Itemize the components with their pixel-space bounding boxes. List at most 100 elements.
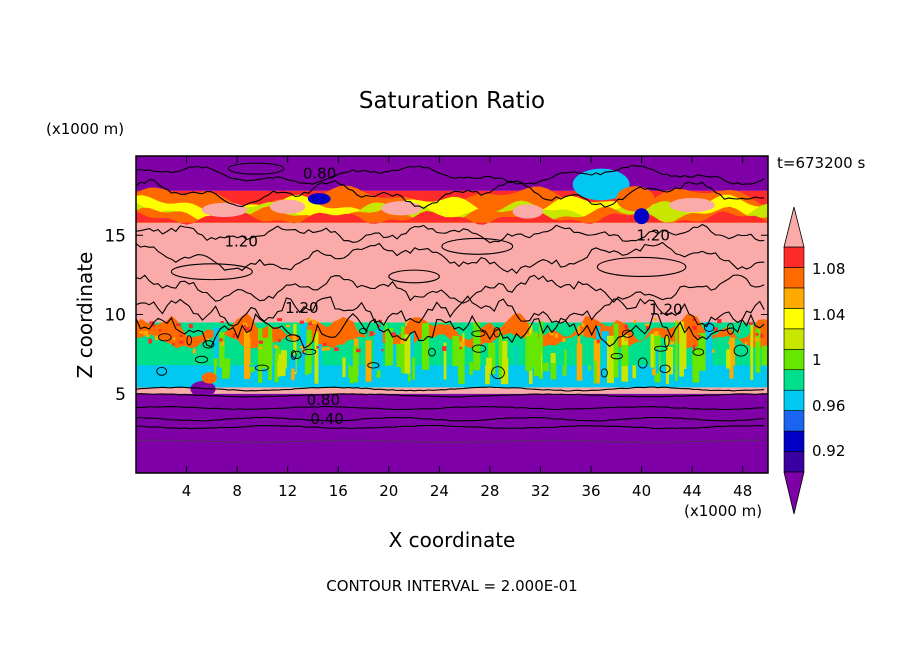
- convective-streak: [729, 337, 735, 366]
- x-axis-ticks: 4 8 12 16 20 24 28 32 36 40 44 48: [182, 156, 752, 500]
- speckle: [581, 323, 585, 328]
- speckle: [654, 331, 659, 336]
- pink-intrusion: [669, 198, 715, 213]
- speckle: [258, 347, 263, 350]
- convective-streak: [278, 354, 286, 377]
- speckle: [369, 331, 374, 336]
- convective-streak: [533, 337, 542, 377]
- convective-streak: [679, 321, 684, 377]
- convective-streak: [289, 354, 296, 373]
- convective-streak: [457, 361, 464, 376]
- pink-intrusion: [269, 199, 306, 214]
- pink-intrusion: [201, 202, 248, 218]
- y-axis-unit: (x1000 m): [46, 120, 125, 138]
- contour-loop-small: [367, 362, 380, 369]
- convective-streak: [243, 330, 250, 379]
- contour-label: 0.80: [307, 391, 340, 409]
- colorbar-tick-label: 1.04: [812, 306, 845, 324]
- speckle: [645, 325, 650, 331]
- orange-pocket: [616, 186, 655, 212]
- convective-streak: [473, 322, 481, 371]
- speckle: [158, 329, 162, 332]
- contour-loop: [441, 237, 514, 255]
- convective-streak: [412, 357, 416, 380]
- speckle: [219, 338, 223, 342]
- cloud-base-pink: [136, 387, 768, 394]
- contour-1.20-mid: [136, 241, 765, 275]
- convective-streak: [268, 325, 273, 380]
- contour-loop-small: [290, 350, 297, 360]
- convective-streak: [593, 339, 601, 384]
- speckle: [692, 345, 696, 350]
- speckle: [278, 338, 281, 343]
- convective-streak: [293, 323, 297, 375]
- convective-streak: [410, 332, 414, 376]
- contour-loop-small: [471, 344, 487, 353]
- convective-streak: [750, 324, 754, 380]
- speckle: [154, 335, 160, 341]
- contour-0.80-upper: [136, 164, 765, 186]
- convective-streak: [224, 358, 231, 374]
- convective-streak: [613, 323, 619, 378]
- y-tick-label: 10: [104, 306, 126, 326]
- speckle: [322, 342, 327, 346]
- x-tick-label: 48: [733, 482, 752, 500]
- speckle: [321, 347, 326, 351]
- speckle: [285, 324, 290, 328]
- y-tick-label: 15: [104, 226, 126, 246]
- x-axis-unit: (x1000 m): [684, 502, 763, 520]
- speckle: [221, 341, 225, 346]
- speckle: [459, 341, 464, 345]
- speckle: [299, 345, 305, 349]
- speckle: [403, 338, 407, 341]
- cyan-pocket: [572, 168, 630, 201]
- speckle: [526, 334, 531, 337]
- convective-streak: [550, 363, 557, 380]
- colorbar-swatch: [783, 451, 805, 473]
- convective-streak: [666, 346, 674, 375]
- convective-streak: [588, 365, 591, 371]
- speckle: [461, 342, 465, 348]
- contour-1.00-upper: [136, 179, 765, 209]
- convective-streak: [652, 368, 656, 376]
- contour-interval-note: CONTOUR INTERVAL = 2.000E-01: [326, 577, 578, 595]
- y-tick-label: 5: [115, 385, 126, 405]
- contour-loop-small: [493, 327, 501, 338]
- convective-streak: [655, 348, 659, 374]
- speckle: [149, 321, 154, 324]
- contour-loop-small: [733, 344, 749, 357]
- contour-loop-small: [703, 323, 715, 332]
- contour-loop-small: [158, 333, 172, 342]
- convective-streak: [650, 333, 655, 368]
- speckle: [555, 333, 558, 338]
- speckle: [717, 319, 722, 324]
- contour-label: 1.20: [285, 299, 318, 317]
- speckle: [325, 347, 331, 351]
- convective-streak: [248, 363, 255, 373]
- contour-label: 1.20: [637, 226, 670, 244]
- contour-loop-small: [302, 348, 317, 355]
- speckle: [691, 318, 696, 322]
- cloud-top-red-base: [136, 210, 768, 225]
- colorbar-swatch: [783, 410, 805, 432]
- x-tick-label: 40: [632, 482, 651, 500]
- contour-loop: [596, 256, 687, 278]
- pink-intrusion: [512, 204, 544, 219]
- contour-loop-small: [726, 323, 735, 335]
- speckle: [381, 349, 384, 352]
- speckle: [334, 347, 339, 352]
- speckle: [737, 330, 740, 334]
- convective-streak: [218, 332, 225, 368]
- speckle: [596, 339, 600, 344]
- speckle: [148, 338, 152, 344]
- speckle: [206, 338, 210, 341]
- time-label: t=673200 s: [777, 154, 866, 172]
- convective-streak: [314, 331, 319, 384]
- y-axis-ticks: 5 10 15: [104, 226, 768, 405]
- contour-loop-small: [359, 328, 368, 335]
- speckle: [692, 325, 697, 330]
- convective-streak: [486, 357, 492, 374]
- speckle: [145, 334, 150, 338]
- speckle: [727, 341, 731, 344]
- orange-dip: [201, 372, 217, 384]
